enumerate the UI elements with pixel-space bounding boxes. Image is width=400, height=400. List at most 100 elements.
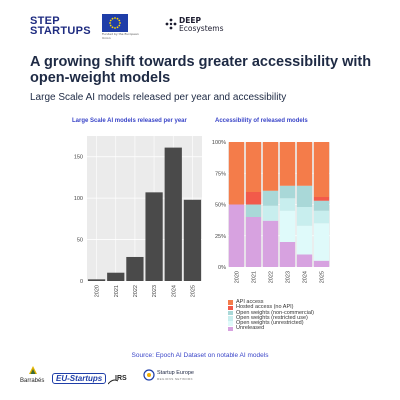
chart2-segment-2022-open_noncommercial (262, 190, 279, 206)
startup-europe-subtitle: REGIONS NETWORK (157, 377, 194, 381)
chart2-segment-2025-open_noncommercial (313, 200, 330, 211)
header-logos: STEP STARTUPS Funded by the European Uni… (30, 14, 370, 44)
chart2-x-tick-label: 2021 (252, 271, 258, 283)
chart1-x-tick-label: 2023 (152, 285, 158, 297)
deep-ecosystems-icon (165, 18, 177, 30)
legend-item: Hosted access (no API) (228, 304, 348, 311)
startup-europe-title: Startup Europe (157, 370, 194, 376)
legend-label: API access (236, 299, 264, 305)
barrabes-mark-icon (29, 366, 37, 374)
chart2-segment-2024-open_restricted (296, 207, 313, 226)
chart2-segment-2023-open_restricted (279, 198, 296, 211)
legend-swatch (228, 310, 233, 316)
chart1-x-tick-label: 2024 (171, 285, 177, 297)
legend-swatch (228, 305, 233, 311)
chart1-bar-2025 (183, 199, 202, 281)
chart1-panel (87, 136, 202, 281)
deep-logo-line2: Ecosystems (179, 24, 224, 33)
legend-item: Open weights (restricted use) (228, 314, 348, 321)
page-title: A growing shift towards greater accessib… (30, 54, 372, 86)
chart2-segment-2023-unreleased (279, 242, 296, 267)
chart2-y-tick-label: 0% (218, 265, 226, 271)
eu-funding-logo: Funded by the European Union (98, 14, 148, 46)
chart2-x-tick-label: 2023 (286, 271, 292, 283)
legend-item: Open weights (non-commercial) (228, 309, 348, 316)
legend-label: Open weights (unrestricted) (236, 320, 304, 327)
chart2-segment-2024-unreleased (296, 254, 313, 267)
step-logo-line2: STARTUPS (30, 25, 91, 37)
chart1-y-tick-label: 0 (80, 279, 83, 285)
legend-label: Unreleased (236, 325, 265, 332)
chart-legend: API access Hosted access (no API) Open wei… (228, 299, 348, 332)
legend-item: Unreleased (228, 325, 348, 332)
eu-stars-icon (109, 17, 121, 29)
irs-logo: IRS (115, 375, 127, 382)
step-logo-line1: STEP (30, 15, 60, 27)
chart2-segment-2020-unreleased (228, 204, 245, 267)
startup-europe-icon (143, 369, 155, 381)
chart2-segment-2025-hosted_access (313, 197, 330, 201)
chart1-bar-2022 (126, 256, 144, 281)
chart2-segment-2023-open_unrestricted (279, 210, 296, 242)
legend-swatch (228, 326, 233, 332)
chart1-y-tick-label: 50 (77, 238, 83, 244)
legend-item: API access (228, 299, 348, 305)
chart2-y-tick-label: 100% (212, 140, 226, 146)
chart2-segment-2025-open_unrestricted (313, 223, 330, 261)
chart2-segment-2022-unreleased (262, 220, 279, 267)
legend-swatch (228, 321, 233, 326)
accessibility-chart: 0% 25% 50% 75% 100% 2020 2021 2022 2023 2024 2025 (212, 140, 330, 283)
chart2-x-tick-label: 2020 (235, 271, 241, 283)
chart2-x-tick-label: 2025 (320, 271, 326, 283)
legend-label: Hosted access (no API) (236, 304, 294, 311)
source-note: Source: Epoch AI Dataset on notable AI m… (131, 352, 269, 359)
legend-swatch (228, 300, 233, 305)
chart1-bar-2023 (145, 192, 163, 281)
legend-label: Open weights (restricted use) (236, 314, 308, 321)
legend-label: Open weights (non-commercial) (236, 309, 314, 316)
chart2-x-tick-label: 2024 (303, 271, 309, 283)
legend-item: Open weights (unrestricted) (228, 320, 348, 327)
chart2-title: Accessibility of released models (215, 118, 308, 124)
chart2-segment-2021-unreleased (245, 217, 262, 267)
chart2-segment-2023-open_noncommercial (279, 185, 296, 199)
chart1-bar-2021 (107, 272, 125, 281)
chart2-y-tick-label: 50% (215, 203, 226, 209)
deep-logo-line1: DEEP (179, 16, 201, 25)
chart2-segment-2025-unreleased (313, 260, 330, 267)
deep-ecosystems-text: DEEP Ecosystems (179, 17, 223, 33)
models-released-chart: 0 50 100 150 2020 2021 2022 2023 2024 2025 (74, 136, 202, 297)
chart2-segment-2024-api_access (296, 142, 313, 186)
eu-funding-caption: Funded by the European Union (102, 32, 139, 40)
chart2-segment-2022-api_access (262, 142, 279, 191)
chart2-segment-2021-api_access (245, 142, 262, 192)
chart2-segment-2024-open_noncommercial (296, 185, 313, 207)
chart2-segment-2020-api_access (228, 142, 245, 205)
chart2-segment-2021-open_noncommercial (245, 204, 262, 217)
chart2-y-tick-label: 75% (215, 171, 226, 177)
chart1-y-tick-label: 150 (74, 155, 83, 161)
chart2-y-tick-label: 25% (215, 234, 226, 240)
footer-logos: Barrabés EU-Startups IRS Startup Europe … (20, 364, 380, 390)
chart2-segment-2025-open_restricted (313, 210, 330, 224)
chart2-segment-2024-open_unrestricted (296, 225, 313, 255)
chart1-x-tick-label: 2022 (133, 285, 139, 297)
chart2-segment-2022-open_restricted (262, 205, 279, 221)
chart1-bar-2024 (164, 147, 182, 281)
chart1-x-tick-label: 2021 (114, 285, 120, 297)
legend-swatch (228, 316, 233, 321)
chart2-segment-2023-api_access (279, 142, 296, 186)
startup-europe-logo: Startup Europe REGIONS NETWORK (143, 369, 223, 389)
chart2-segment-2025-api_access (313, 142, 330, 197)
eu-startups-logo: EU-Startups (52, 373, 107, 384)
chart2-x-tick-label: 2022 (269, 271, 275, 283)
page-subtitle: Large Scale AI models released per year … (30, 92, 287, 103)
chart1-title: Large Scale AI models released per year (72, 118, 187, 124)
step-startups-logo: STEP STARTUPS (30, 15, 91, 37)
chart1-y-tick-label: 100 (74, 196, 83, 202)
chart1-bar-2020 (87, 279, 106, 281)
chart1-x-tick-label: 2025 (190, 285, 196, 297)
chart2-segment-2021-hosted_access (245, 192, 262, 205)
barrabes-logo: Barrabés (20, 378, 45, 384)
eu-flag-icon (102, 14, 128, 32)
